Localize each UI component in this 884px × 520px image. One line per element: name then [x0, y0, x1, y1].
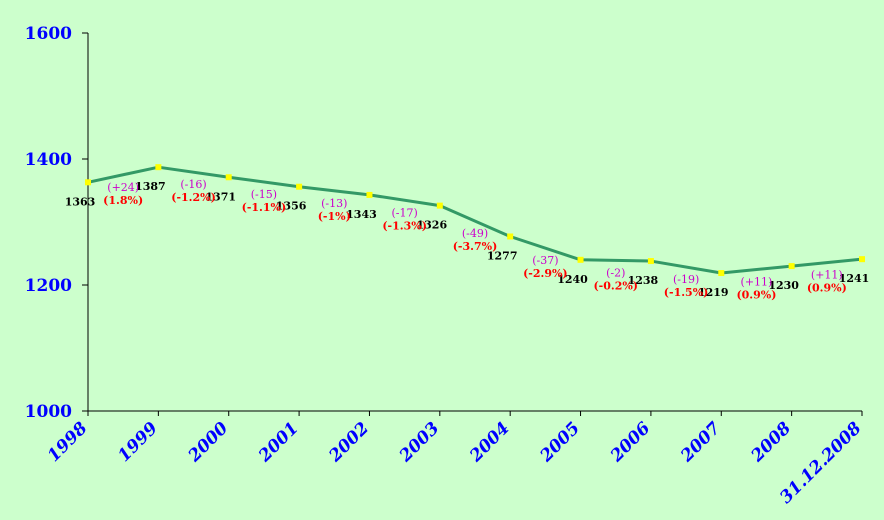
data-point	[85, 179, 91, 186]
value-label: 1219	[698, 286, 729, 299]
value-label: 1363	[65, 195, 96, 208]
x-tick-label: 2001	[254, 418, 302, 466]
x-tick-label: 2003	[395, 418, 443, 466]
data-point	[577, 256, 584, 263]
data-point	[718, 270, 725, 277]
x-tick-label: 2008	[747, 418, 795, 466]
y-tick-label: 1400	[25, 150, 72, 170]
data-point	[859, 256, 865, 263]
change-pct-label: (-1.5%)	[664, 286, 709, 299]
value-label: 1326	[417, 219, 448, 232]
value-label: 1356	[276, 200, 307, 213]
change-abs-label: (-49)	[462, 227, 488, 240]
y-tick-label: 1200	[25, 276, 72, 296]
x-tick-label: 1999	[114, 418, 162, 466]
value-label: 1277	[487, 249, 518, 262]
change-abs-label: (+11)	[741, 276, 773, 289]
change-pct-label: (-3.7%)	[453, 240, 498, 253]
data-point	[436, 202, 443, 209]
change-abs-label: (-2)	[606, 266, 625, 279]
value-label: 1343	[346, 208, 377, 221]
change-pct-label: (-2.9%)	[523, 267, 568, 280]
value-label: 1387	[135, 180, 166, 193]
change-pct-label: (-1.1%)	[242, 201, 287, 214]
change-pct-label: (1.8%)	[103, 194, 143, 207]
change-abs-label: (-19)	[673, 273, 699, 286]
x-tick-label: 2000	[184, 418, 232, 466]
value-label: 1241	[839, 272, 870, 285]
x-tick-label: 2007	[676, 418, 724, 466]
change-pct-label: (-1.3%)	[382, 219, 427, 232]
value-label: 1238	[628, 274, 659, 287]
change-pct-label: (-1.2%)	[171, 191, 216, 204]
data-point	[507, 233, 514, 240]
x-tick-label: 2002	[325, 418, 373, 466]
change-abs-label: (-16)	[180, 178, 206, 191]
value-label: 1371	[205, 190, 236, 203]
x-tick-label: 1998	[44, 418, 92, 466]
x-tick-label: 2005	[536, 418, 584, 466]
change-abs-label: (-17)	[391, 206, 417, 219]
data-point	[296, 183, 303, 190]
series-line-path	[87, 165, 863, 275]
change-abs-label: (-15)	[251, 188, 277, 201]
data-point	[647, 258, 654, 265]
data-point	[155, 164, 162, 171]
change-abs-label: (-37)	[532, 254, 558, 267]
y-tick-labels: 1000 1200 1400 1600	[25, 24, 72, 422]
change-abs-label: (+24)	[107, 181, 139, 194]
change-pct-label: (-1%)	[318, 210, 351, 223]
x-tick-labels: 1998 1999 2000 2001 2002 2003 2004 2005 2006 2007…	[44, 418, 866, 508]
series-line	[87, 165, 863, 275]
data-labels: 1363 1387 1371 1356 1343 1326 1277 1240 1238 1219…	[65, 178, 870, 301]
value-label: 1240	[557, 273, 588, 286]
data-point	[366, 191, 373, 198]
value-label: 1230	[768, 279, 799, 292]
data-points	[85, 164, 865, 277]
data-point	[225, 174, 232, 181]
change-abs-label: (-13)	[321, 197, 347, 210]
y-tick-label: 1600	[25, 24, 72, 44]
x-tick-label: 2006	[606, 418, 654, 466]
change-pct-label: (0.9%)	[807, 282, 847, 295]
change-pct-label: (-0.2%)	[593, 279, 638, 292]
axes	[82, 32, 863, 416]
change-pct-label: (0.9%)	[736, 289, 776, 302]
x-tick-label: 2004	[465, 418, 513, 466]
y-tick-label: 1000	[25, 402, 72, 422]
change-abs-label: (+11)	[811, 269, 843, 282]
data-point	[788, 263, 795, 270]
